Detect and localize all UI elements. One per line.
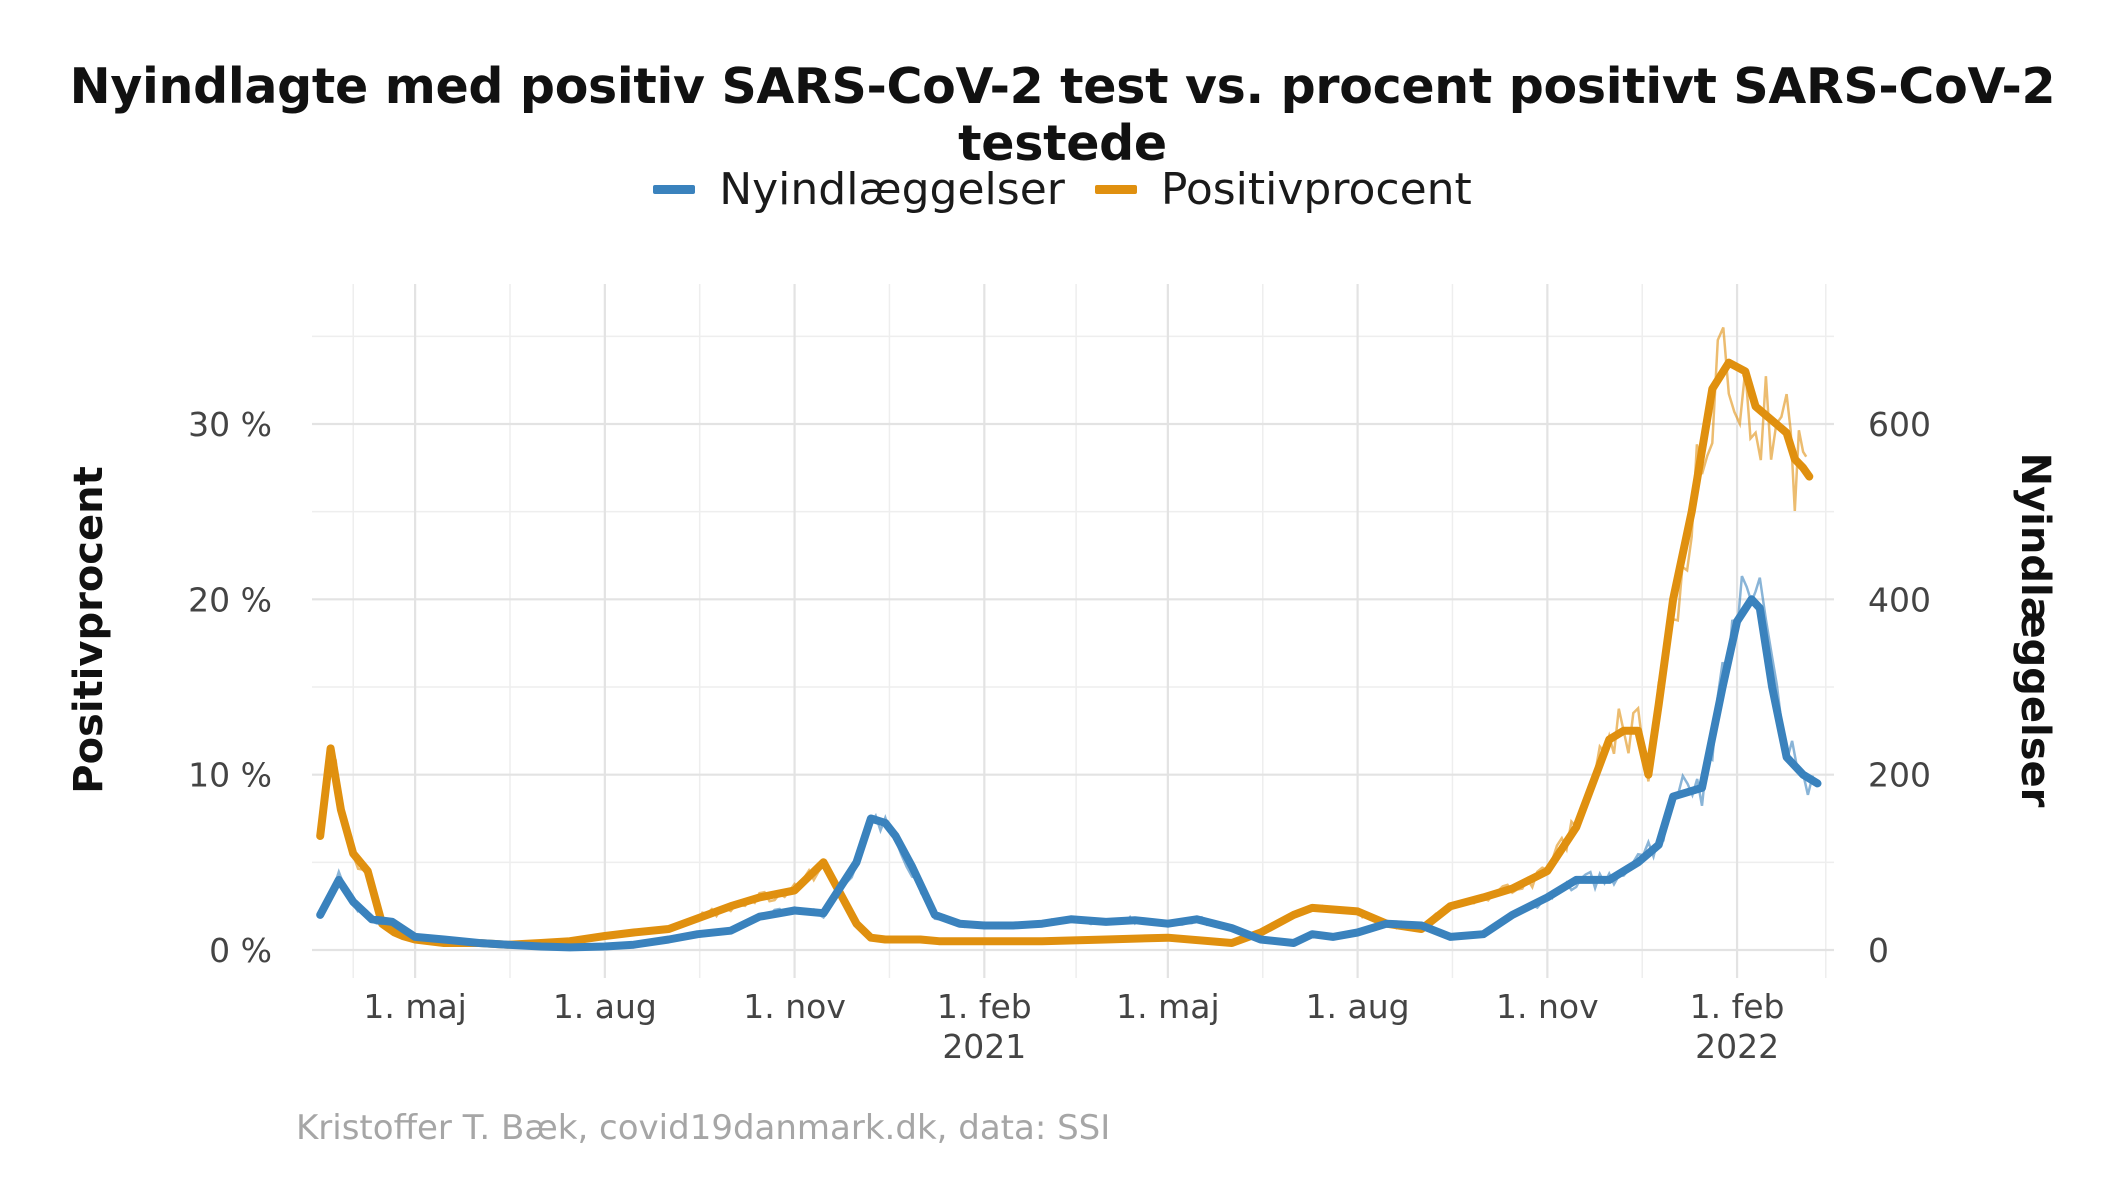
x-tick-label: 1. nov (1496, 987, 1599, 1026)
x-tick-label: 1. maj (1116, 987, 1220, 1026)
x-tick-label: 1. aug (553, 987, 657, 1026)
x-tick-label: 2022 (1695, 1027, 1779, 1066)
y-tick-label-right: 600 (1868, 405, 1931, 444)
series-positivprocent (316, 326, 1814, 949)
y-axis-title-left: Positivprocent (66, 466, 112, 794)
y-tick-label-left: 10 % (188, 756, 272, 795)
legend-item-nyindlaeggelser: Nyindlæggelser (653, 164, 1065, 215)
y-tick-label-left: 0 % (209, 931, 272, 970)
series-line (316, 358, 1814, 949)
x-tick-label: 1. aug (1306, 987, 1410, 1026)
series-raw-line (318, 326, 1808, 948)
legend-key-positivprocent (1094, 185, 1137, 194)
legend: Nyindlæggelser Positivprocent (0, 164, 2125, 215)
gridlines (312, 284, 1834, 978)
x-tick-label: 1. maj (363, 987, 467, 1026)
x-tick-label: 2021 (942, 1027, 1026, 1066)
y-axis-title-right: Nyindlæggelser (2012, 453, 2058, 808)
caption: Kristoffer T. Bæk, covid19danmark.dk, da… (296, 1108, 1111, 1148)
series-nyindlaeggelser (316, 575, 1822, 952)
y-tick-label-left: 30 % (188, 405, 272, 444)
legend-item-positivprocent: Positivprocent (1094, 164, 1472, 215)
y-tick-label-right: 0 (1868, 931, 1889, 970)
series-line (316, 595, 1822, 952)
x-tick-label: 1. nov (743, 987, 846, 1026)
series-raw-line (319, 575, 1814, 951)
x-tick-label: 1. feb (1690, 987, 1785, 1026)
y-tick-label-left: 20 % (188, 580, 272, 619)
legend-label-positivprocent: Positivprocent (1160, 164, 1472, 215)
chart-title: Nyindlagte med positiv SARS-CoV-2 test v… (69, 58, 2056, 172)
x-tick-label: 1. feb (937, 987, 1032, 1026)
legend-key-nyindlaeggelser (653, 185, 696, 194)
y-tick-label-right: 200 (1868, 756, 1931, 795)
legend-label-nyindlaeggelser: Nyindlæggelser (719, 164, 1065, 215)
y-tick-label-right: 400 (1868, 580, 1931, 619)
